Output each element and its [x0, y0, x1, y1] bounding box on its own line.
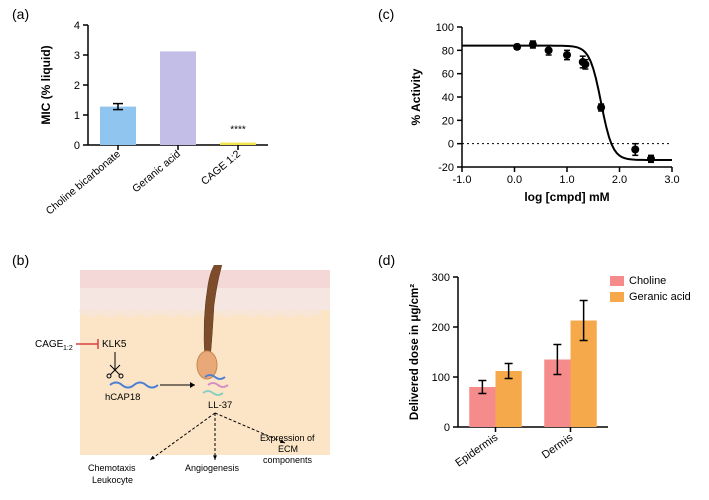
- legend-choline-label: Choline: [629, 275, 666, 287]
- legend-geranic-swatch: [610, 292, 624, 302]
- panel-a-label: (a): [12, 6, 29, 22]
- svg-text:CAGE: CAGE: [35, 339, 64, 350]
- svg-text:components: components: [263, 455, 313, 465]
- svg-text:hCAP18: hCAP18: [105, 392, 140, 403]
- legend-geranic-label: Geranic acid: [629, 291, 691, 303]
- svg-text:Chemotaxis: Chemotaxis: [88, 463, 136, 473]
- svg-text:300: 300: [432, 272, 450, 284]
- svg-text:Geranic acid: Geranic acid: [130, 148, 183, 195]
- panel-b-label: (b): [12, 252, 29, 268]
- svg-text:-1.0: -1.0: [453, 174, 472, 186]
- svg-text:ECM: ECM: [278, 444, 298, 454]
- svg-text:MIC (% liquid): MIC (% liquid): [39, 45, 53, 124]
- svg-text:****: ****: [230, 125, 246, 136]
- svg-text:Angiogenesis: Angiogenesis: [185, 463, 240, 473]
- svg-text:Delivered dose in μg/cm²: Delivered dose in μg/cm²: [409, 284, 421, 420]
- chart-c: -20 0 20 40 60 80 100 -1.0 0.0 1.0 2.0 3.0 % Activit…: [400, 15, 700, 215]
- panel-d-label: (d): [378, 252, 395, 268]
- svg-text:80: 80: [442, 45, 454, 57]
- svg-text:CAGE 1:2: CAGE 1:2: [199, 148, 243, 188]
- chart-a: 0 1 2 3 4 MIC (% liquid) Choline bicarbonateGe…: [30, 15, 320, 235]
- svg-text:200: 200: [432, 322, 450, 334]
- svg-text:Epidermis: Epidermis: [453, 431, 500, 469]
- svg-text:4: 4: [74, 20, 80, 32]
- svg-text:1: 1: [74, 110, 80, 122]
- svg-text:2: 2: [74, 80, 80, 92]
- svg-text:100: 100: [432, 372, 450, 384]
- chart-d-legend: Choline Geranic acid: [610, 275, 691, 303]
- svg-text:KLK5: KLK5: [102, 339, 127, 350]
- svg-text:3.0: 3.0: [664, 174, 679, 186]
- svg-text:3: 3: [74, 50, 80, 62]
- legend-choline-swatch: [610, 276, 624, 286]
- svg-text:0: 0: [448, 139, 454, 151]
- svg-text:20: 20: [442, 115, 454, 127]
- svg-text:Dermis: Dermis: [540, 431, 576, 461]
- diagram-b: CAGE1:2 KLK5 hCAP18 LL-37 Chemotaxis Leukocyt…: [30, 265, 340, 490]
- svg-text:log [cmpd] mM: log [cmpd] mM: [524, 190, 609, 204]
- svg-text:2.0: 2.0: [612, 174, 627, 186]
- svg-text:Expression of: Expression of: [260, 433, 315, 443]
- svg-text:100: 100: [436, 22, 454, 34]
- svg-text:Leukocyte: Leukocyte: [92, 475, 133, 485]
- svg-text:0.0: 0.0: [507, 174, 522, 186]
- svg-text:40: 40: [442, 92, 454, 104]
- svg-text:-20: -20: [438, 162, 454, 174]
- svg-text:1.0: 1.0: [559, 174, 574, 186]
- svg-text:LL-37: LL-37: [208, 400, 232, 411]
- svg-text:0: 0: [444, 422, 450, 434]
- svg-text:0: 0: [74, 140, 80, 152]
- panel-c-label: (c): [378, 6, 394, 22]
- svg-text:1:2: 1:2: [63, 345, 73, 352]
- svg-text:60: 60: [442, 69, 454, 81]
- svg-text:Choline bicarbonate: Choline bicarbonate: [44, 148, 123, 217]
- svg-text:% Activity: % Activity: [409, 68, 423, 125]
